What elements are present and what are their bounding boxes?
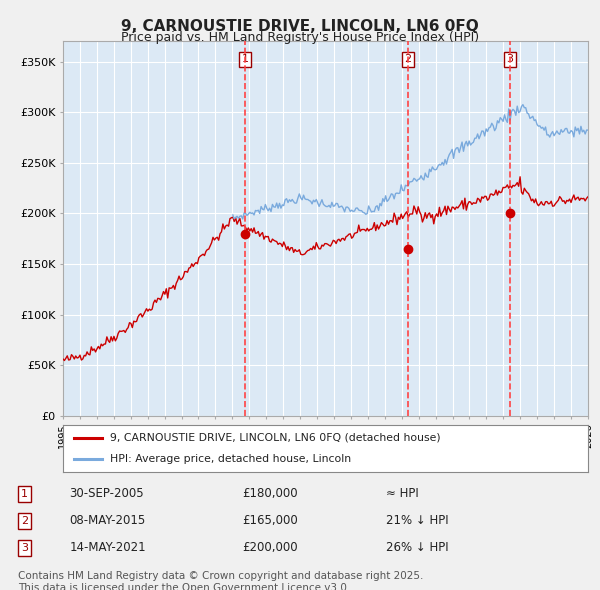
Text: 21% ↓ HPI: 21% ↓ HPI <box>386 514 449 527</box>
Text: 2: 2 <box>21 516 28 526</box>
Text: £165,000: £165,000 <box>242 514 298 527</box>
Text: 14-MAY-2021: 14-MAY-2021 <box>70 542 146 555</box>
Text: 2: 2 <box>404 54 411 64</box>
Text: £200,000: £200,000 <box>242 542 298 555</box>
Text: 1: 1 <box>21 489 28 499</box>
Text: 1: 1 <box>242 54 248 64</box>
Text: Price paid vs. HM Land Registry's House Price Index (HPI): Price paid vs. HM Land Registry's House … <box>121 31 479 44</box>
Text: 08-MAY-2015: 08-MAY-2015 <box>70 514 146 527</box>
Text: 9, CARNOUSTIE DRIVE, LINCOLN, LN6 0FQ: 9, CARNOUSTIE DRIVE, LINCOLN, LN6 0FQ <box>121 19 479 34</box>
Text: 30-SEP-2005: 30-SEP-2005 <box>70 487 144 500</box>
Text: 3: 3 <box>506 54 513 64</box>
Text: HPI: Average price, detached house, Lincoln: HPI: Average price, detached house, Linc… <box>110 454 352 464</box>
Text: ≈ HPI: ≈ HPI <box>386 487 419 500</box>
Text: 3: 3 <box>21 543 28 553</box>
Text: Contains HM Land Registry data © Crown copyright and database right 2025.
This d: Contains HM Land Registry data © Crown c… <box>18 571 424 590</box>
Text: £180,000: £180,000 <box>242 487 298 500</box>
Text: 9, CARNOUSTIE DRIVE, LINCOLN, LN6 0FQ (detached house): 9, CARNOUSTIE DRIVE, LINCOLN, LN6 0FQ (d… <box>110 432 441 442</box>
Text: 26% ↓ HPI: 26% ↓ HPI <box>386 542 449 555</box>
